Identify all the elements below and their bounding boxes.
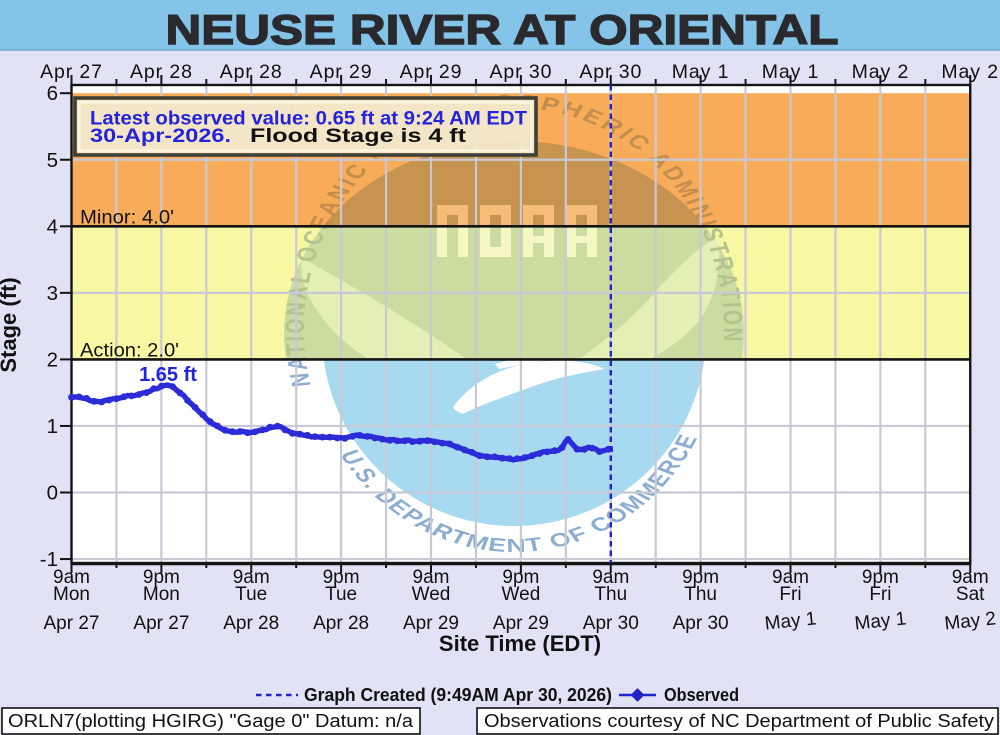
svg-text:1.65 ft: 1.65 ft bbox=[139, 364, 197, 386]
svg-text:Apr 29: Apr 29 bbox=[403, 613, 459, 634]
svg-text:Fri: Fri bbox=[869, 584, 891, 605]
svg-text:9pm: 9pm bbox=[682, 567, 719, 588]
svg-text:Sat: Sat bbox=[956, 584, 985, 605]
svg-text:Apr 27: Apr 27 bbox=[133, 613, 189, 634]
svg-text:9am: 9am bbox=[952, 567, 989, 588]
svg-text:0: 0 bbox=[47, 482, 58, 505]
svg-text:Latest observed value: 0.65 ft: Latest observed value: 0.65 ft at 9:24 A… bbox=[90, 108, 527, 130]
svg-text:Apr 29: Apr 29 bbox=[493, 613, 549, 634]
svg-text:Apr 30: Apr 30 bbox=[673, 613, 729, 634]
svg-text:May 2: May 2 bbox=[941, 61, 999, 83]
svg-text:9am: 9am bbox=[413, 567, 450, 588]
svg-text:Apr 29: Apr 29 bbox=[310, 61, 373, 83]
svg-text:Wed: Wed bbox=[412, 584, 451, 605]
svg-text:9am: 9am bbox=[233, 567, 270, 588]
svg-text:Minor: 4.0': Minor: 4.0' bbox=[80, 208, 174, 229]
svg-text:9am: 9am bbox=[592, 567, 629, 588]
svg-text:4: 4 bbox=[47, 215, 58, 238]
svg-text:Apr 27: Apr 27 bbox=[44, 613, 100, 634]
svg-text:9pm: 9pm bbox=[502, 567, 539, 588]
svg-text:ORLN7(plotting HGIRG) "Gage 0": ORLN7(plotting HGIRG) "Gage 0" Datum: n/… bbox=[8, 711, 414, 731]
svg-text:NEUSE RIVER AT ORIENTAL: NEUSE RIVER AT ORIENTAL bbox=[166, 6, 839, 53]
svg-text:Apr 30: Apr 30 bbox=[579, 61, 642, 83]
svg-text:Tue: Tue bbox=[235, 584, 267, 605]
svg-text:May 1: May 1 bbox=[672, 61, 730, 83]
svg-text:-1: -1 bbox=[40, 548, 58, 571]
svg-text:Tue: Tue bbox=[325, 584, 357, 605]
svg-text:6: 6 bbox=[47, 82, 58, 105]
svg-text:9am: 9am bbox=[772, 567, 809, 588]
svg-text:Apr 29: Apr 29 bbox=[400, 61, 463, 83]
svg-text:Apr 28: Apr 28 bbox=[130, 61, 193, 83]
svg-text:3: 3 bbox=[47, 282, 58, 305]
svg-text:Apr 27: Apr 27 bbox=[40, 61, 103, 83]
svg-text:9am: 9am bbox=[53, 567, 90, 588]
svg-text:9pm: 9pm bbox=[143, 567, 180, 588]
svg-text:Mon: Mon bbox=[53, 584, 90, 605]
svg-text:2: 2 bbox=[47, 348, 58, 371]
svg-text:Action: 2.0': Action: 2.0' bbox=[80, 341, 179, 362]
svg-text:Apr 28: Apr 28 bbox=[220, 61, 283, 83]
svg-text:30-Apr-2026.: 30-Apr-2026. bbox=[90, 125, 231, 147]
svg-text:May 1: May 1 bbox=[762, 61, 820, 83]
svg-text:Flood Stage is 4 ft: Flood Stage is 4 ft bbox=[250, 125, 467, 147]
svg-text:Site Time (EDT): Site Time (EDT) bbox=[439, 631, 601, 656]
svg-text:Stage (ft): Stage (ft) bbox=[0, 277, 21, 372]
svg-text:Apr 28: Apr 28 bbox=[313, 613, 369, 634]
svg-text:Apr 28: Apr 28 bbox=[223, 613, 279, 634]
svg-text:9pm: 9pm bbox=[862, 567, 899, 588]
svg-text:Observations courtesy of NC De: Observations courtesy of NC Department o… bbox=[484, 711, 994, 731]
svg-text:Mon: Mon bbox=[143, 584, 180, 605]
svg-text:Wed: Wed bbox=[502, 584, 541, 605]
svg-text:Apr 30: Apr 30 bbox=[583, 613, 639, 634]
svg-text:Fri: Fri bbox=[779, 584, 801, 605]
svg-text:9pm: 9pm bbox=[323, 567, 360, 588]
svg-text:Apr 30: Apr 30 bbox=[489, 61, 552, 83]
svg-text:Thu: Thu bbox=[684, 584, 717, 605]
svg-text:1: 1 bbox=[47, 415, 58, 438]
svg-text:Graph Created (9:49AM Apr 30,: Graph Created (9:49AM Apr 30, 2026) bbox=[304, 685, 612, 705]
svg-text:5: 5 bbox=[47, 149, 58, 172]
svg-text:Observed: Observed bbox=[664, 685, 739, 705]
svg-text:May 2: May 2 bbox=[852, 61, 910, 83]
svg-text:Thu: Thu bbox=[594, 584, 627, 605]
